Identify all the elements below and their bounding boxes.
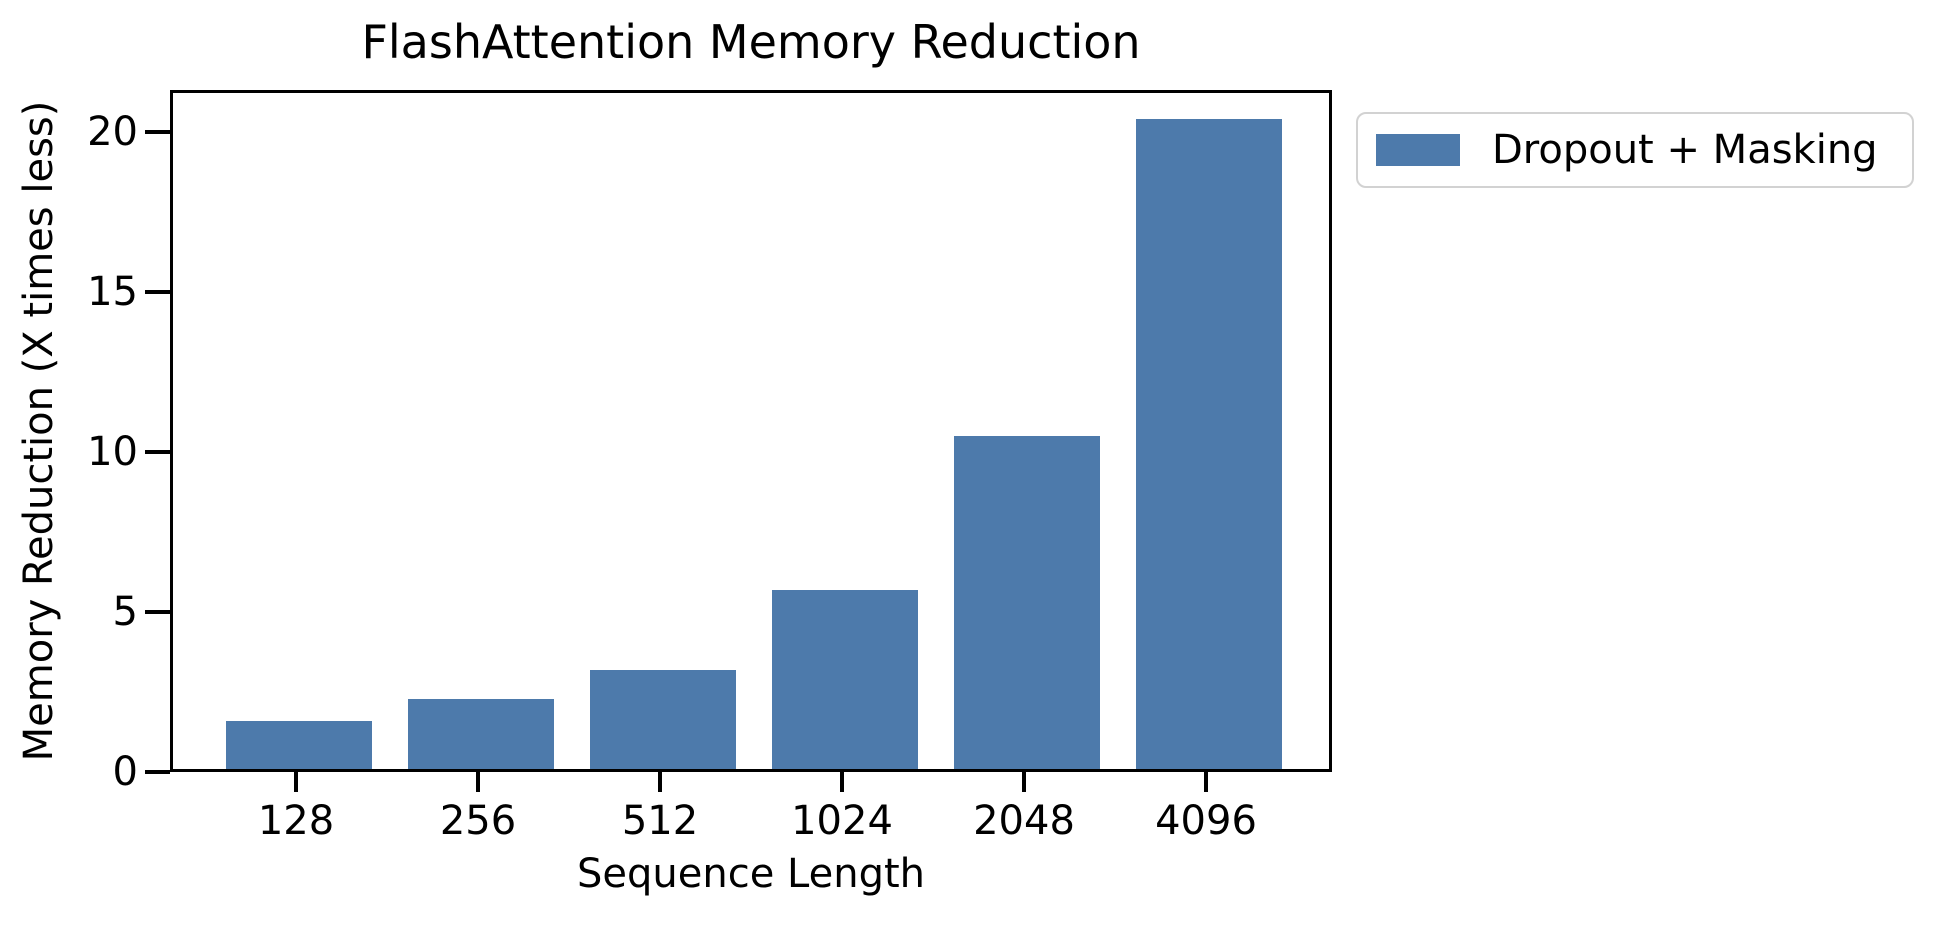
bar-512 — [590, 670, 736, 769]
y-tick-label: 0 — [112, 749, 138, 795]
chart-title: FlashAttention Memory Reduction — [361, 15, 1141, 69]
x-tick-label: 2048 — [973, 798, 1075, 844]
legend-swatch — [1376, 134, 1460, 166]
x-tick-mark — [1204, 772, 1208, 792]
legend: Dropout + Masking — [1356, 112, 1914, 188]
x-tick-mark — [658, 772, 662, 792]
y-tick-label: 20 — [87, 108, 138, 155]
y-tick-label: 15 — [87, 268, 138, 315]
bar-128 — [226, 721, 372, 769]
bar-2048 — [954, 436, 1100, 769]
bar-1024 — [772, 590, 918, 769]
bar-4096 — [1136, 119, 1282, 769]
y-tick-mark — [145, 449, 170, 454]
y-tick-mark — [145, 289, 170, 294]
x-tick-label: 4096 — [1155, 798, 1257, 844]
x-tick-mark — [476, 772, 480, 792]
x-axis-label: Sequence Length — [577, 851, 925, 897]
x-tick-label: 128 — [257, 798, 335, 844]
legend-label: Dropout + Masking — [1492, 127, 1878, 173]
x-tick-mark — [1022, 772, 1026, 792]
x-tick-label: 512 — [621, 798, 699, 844]
y-tick-mark — [145, 129, 170, 134]
x-tick-label: 256 — [439, 798, 517, 844]
plot-area — [170, 90, 1332, 772]
x-tick-mark — [840, 772, 844, 792]
y-tick-label: 10 — [87, 428, 138, 475]
x-tick-mark — [294, 772, 298, 792]
y-tick-mark — [145, 770, 170, 774]
x-tick-label: 1024 — [791, 798, 893, 844]
bar-256 — [408, 699, 554, 769]
y-tick-mark — [145, 609, 170, 614]
y-tick-label: 5 — [112, 588, 138, 635]
